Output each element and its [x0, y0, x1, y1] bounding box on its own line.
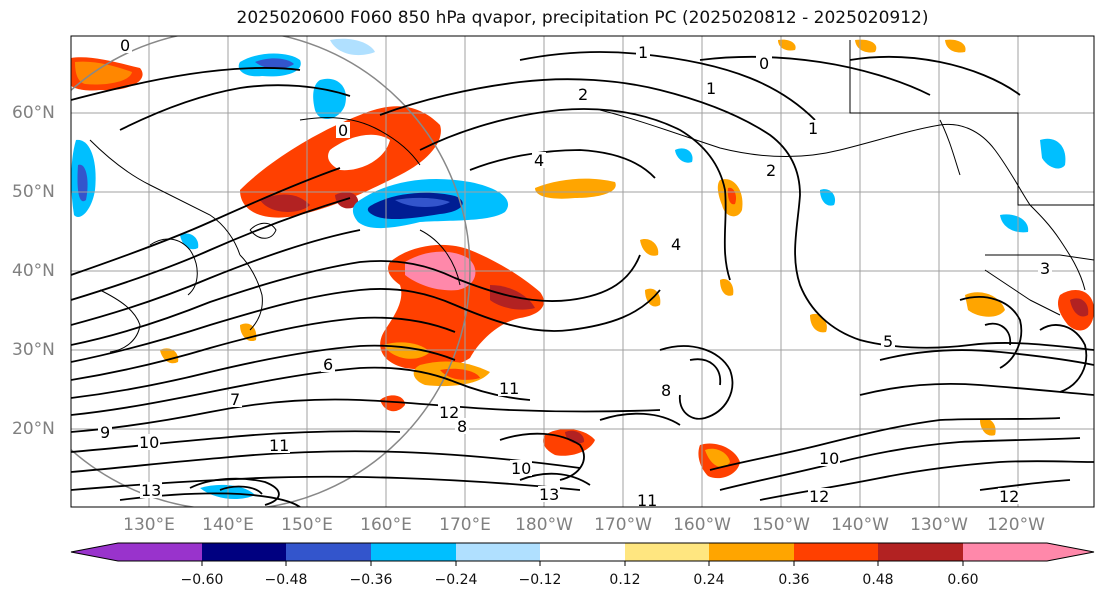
contour-label: 6: [323, 355, 333, 374]
contour-label: 10: [511, 459, 531, 478]
lon-label-170w: 170°W: [594, 515, 652, 535]
lon-label-170e: 170°E: [439, 515, 491, 535]
contour-label: 8: [457, 417, 467, 436]
colorbar-extend-max: [1047, 543, 1094, 561]
colorbar-bin: [118, 543, 202, 561]
lon-label-160e: 160°E: [360, 515, 412, 535]
map-plot-area: 0 0 1 1 1 2 2 3 4 4 5 6 0 7: [71, 36, 1094, 510]
lon-label-140e: 140°E: [202, 515, 254, 535]
lat-label-30n: 30°N: [12, 340, 55, 360]
colorbar-tick: 0.60: [947, 572, 979, 588]
lon-label-130w: 130°W: [910, 515, 968, 535]
contour-label: 10: [819, 449, 839, 468]
colorbar-bin: [878, 543, 963, 561]
contour-label: 10: [139, 433, 159, 452]
contour-label: 12: [809, 487, 829, 506]
lat-label-60n: 60°N: [12, 103, 55, 123]
colorbar-bin: [625, 543, 709, 561]
contour-label: 11: [499, 379, 519, 398]
lat-label-40n: 40°N: [12, 261, 55, 281]
contour-label: 0: [120, 36, 130, 55]
contour-label: 8: [661, 381, 671, 400]
colorbar-tick: 0.12: [609, 572, 641, 588]
colorbar-bin: [794, 543, 878, 561]
lon-label-150w: 150°W: [752, 515, 810, 535]
colorbar-bin: [963, 543, 1047, 561]
lon-label-150e: 150°E: [281, 515, 333, 535]
lon-label-120w: 120°W: [987, 515, 1045, 535]
colorbar-extend-min: [71, 543, 118, 561]
colorbar-bin: [202, 543, 286, 561]
range-circle: [71, 36, 471, 507]
contour-label: 11: [269, 436, 289, 455]
colorbar-tick: 0.48: [862, 572, 894, 588]
colorbar-bin: [540, 543, 625, 561]
lon-label-140w: 140°W: [831, 515, 889, 535]
contour-label: 4: [534, 151, 544, 170]
colorbar-tick: −0.12: [518, 572, 562, 588]
contour-label: 0: [759, 54, 769, 73]
contour-label: 12: [999, 487, 1019, 506]
colorbar-bin: [371, 543, 456, 561]
contour-label: 2: [766, 161, 776, 180]
map-frame: [70, 35, 1095, 508]
colorbar-bin: [286, 543, 371, 561]
contour-label: 5: [883, 332, 893, 351]
colorbar-bin: [709, 543, 794, 561]
map-title: 2025020600 F060 850 hPa qvapor, precipit…: [236, 8, 929, 28]
contour-label: 0: [338, 121, 348, 140]
lon-label-160w: 160°W: [673, 515, 731, 535]
contour-label: 3: [1040, 259, 1050, 278]
colorbar: [70, 542, 1095, 566]
colorbar-tick: 0.24: [693, 572, 725, 588]
colorbar-tick: 0.36: [778, 572, 810, 588]
colorbar-tick: −0.60: [180, 572, 224, 588]
lon-label-130e: 130°E: [123, 515, 175, 535]
lat-label-20n: 20°N: [12, 419, 55, 439]
colorbar-tick: −0.24: [434, 572, 478, 588]
contour-label: 7: [230, 390, 240, 409]
contour-label-group: 0 0 1 1 1 2 2 3 4 4 5 6 0 7: [98, 36, 1052, 510]
contour-label: 1: [706, 79, 716, 98]
lon-label-180w: 180°W: [515, 515, 573, 535]
contour-label: 1: [638, 43, 648, 62]
contour-label: 1: [808, 119, 818, 138]
contour-label: 12: [439, 403, 459, 422]
contour-label: 4: [671, 235, 681, 254]
colorbar-tick: −0.36: [349, 572, 393, 588]
colorbar-tick: −0.48: [264, 572, 308, 588]
contour-label: 9: [100, 423, 110, 442]
lat-label-50n: 50°N: [12, 182, 55, 202]
contour-label: 13: [539, 485, 559, 504]
coastlines: [89, 40, 1094, 353]
contour-label: 11: [637, 491, 657, 510]
contour-label: 2: [578, 85, 588, 104]
colorbar-bin: [456, 543, 540, 561]
contour-label: 13: [141, 481, 161, 500]
